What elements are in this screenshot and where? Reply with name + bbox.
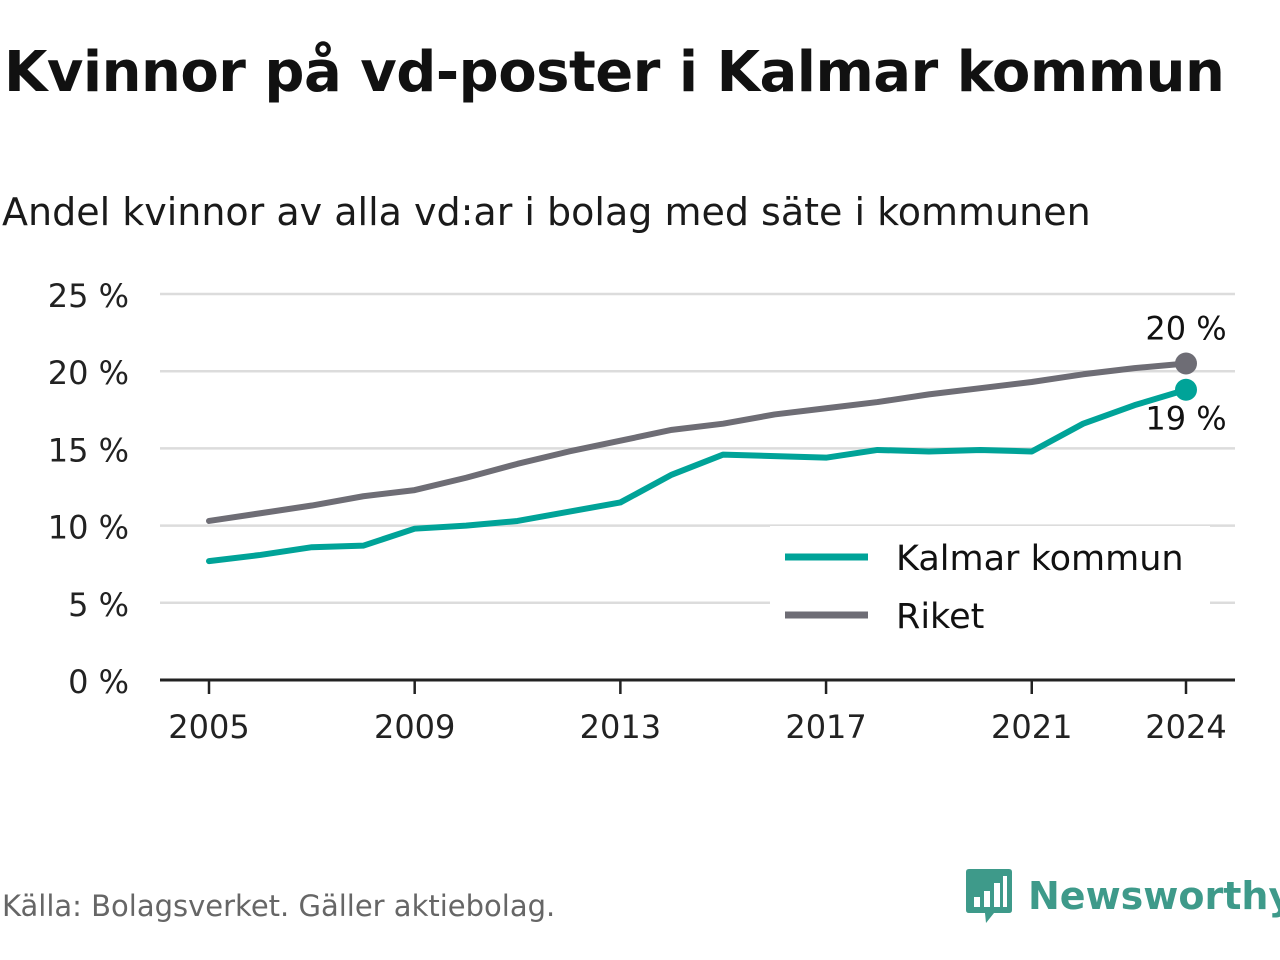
y-tick-label: 0 % — [68, 663, 129, 701]
chart-title: Kvinnor på vd-poster i Kalmar kommun — [4, 40, 1225, 105]
gridlines — [160, 292, 1235, 605]
y-tick-label: 20 % — [48, 354, 129, 392]
series-end-point — [1175, 378, 1197, 401]
legend-label: Riket — [896, 597, 984, 637]
chart-subtitle: Andel kvinnor av alla vd:ar i bolag med … — [2, 190, 1091, 234]
source-note: Källa: Bolagsverket. Gäller aktiebolag. — [2, 889, 556, 923]
legend-background — [770, 526, 1210, 638]
series-end-label: 20 % — [1145, 309, 1226, 347]
x-tick-label: 2021 — [991, 708, 1072, 746]
series — [206, 352, 1197, 565]
series-end-label: 19 % — [1145, 400, 1226, 438]
bar-chart-bubble-icon — [966, 869, 1012, 923]
x-axis: 2005 2009 2013 2017 2021 2024 — [160, 678, 1235, 746]
legend: Kalmar kommun Riket — [770, 526, 1210, 638]
brand-name: Newsworthy — [1028, 874, 1280, 918]
y-tick-label: 25 % — [48, 277, 129, 315]
series-end-point — [1175, 352, 1197, 375]
y-tick-label: 5 % — [68, 586, 129, 624]
series-line — [206, 386, 1189, 565]
legend-label: Kalmar kommun — [896, 539, 1184, 579]
x-tick-label: 2009 — [374, 708, 455, 746]
y-tick-label: 10 % — [48, 509, 129, 547]
brand-logo: Newsworthy — [964, 866, 1280, 926]
end-labels: 19 % 20 % — [1145, 309, 1226, 437]
series-line — [206, 360, 1189, 524]
y-axis-ticks: 0 % 5 % 10 % 15 % 20 % 25 % — [48, 277, 129, 701]
x-tick-label: 2005 — [168, 708, 249, 746]
x-tick-label: 2024 — [1145, 708, 1226, 746]
y-tick-label: 15 % — [48, 431, 129, 469]
x-tick-label: 2017 — [785, 708, 866, 746]
x-tick-label: 2013 — [580, 708, 661, 746]
